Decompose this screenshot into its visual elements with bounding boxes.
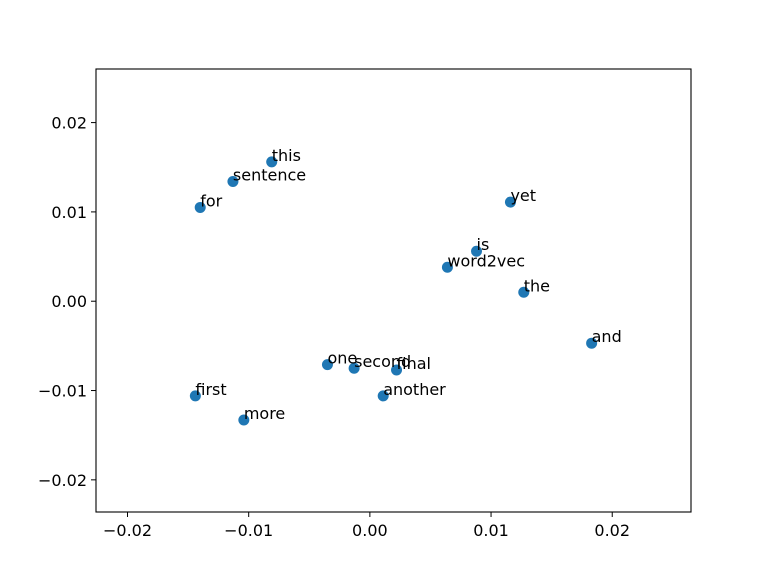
point-label: yet [510,186,536,205]
y-tick-label: −0.01 [38,382,87,401]
point-label: more [244,404,285,423]
point-label: this [272,146,301,165]
y-tick-label: 0.02 [51,114,87,133]
point-label: sentence [233,166,306,185]
data-point [441,261,453,273]
plot-frame [95,68,692,513]
x-tick-label: −0.02 [103,521,152,540]
point-label: word2vec [447,251,525,270]
point-label: and [592,327,622,346]
point-label: the [524,276,550,295]
x-axis: −0.02 −0.01 0.00 0.01 0.02 [103,512,630,540]
data-point [586,337,598,349]
y-tick-label: 0.00 [51,292,87,311]
point-label: second [354,352,411,371]
data-point [391,364,403,376]
data-point [377,390,389,402]
data-point [227,176,239,188]
data-point [321,359,333,371]
x-tick-label: 0.00 [352,521,388,540]
data-point [348,362,360,374]
point-label: final [397,354,431,373]
point-label: is [477,235,490,254]
data-point [266,156,278,168]
point-label: for [200,191,222,210]
point-label: first [195,380,226,399]
data-point [518,286,530,298]
point-label: one [327,349,357,368]
data-point [238,414,250,426]
data-point [471,245,483,257]
x-tick-label: −0.01 [224,521,273,540]
data-point [504,196,516,208]
y-tick-label: −0.02 [38,471,87,490]
point-label: another [383,380,446,399]
y-tick-label: 0.01 [51,203,87,222]
data-points [189,156,598,426]
data-point [194,201,206,213]
data-point [189,390,201,402]
x-tick-label: 0.01 [473,521,509,540]
y-axis: −0.02 −0.01 0.00 0.01 0.02 [38,114,96,490]
x-tick-label: 0.02 [594,521,630,540]
